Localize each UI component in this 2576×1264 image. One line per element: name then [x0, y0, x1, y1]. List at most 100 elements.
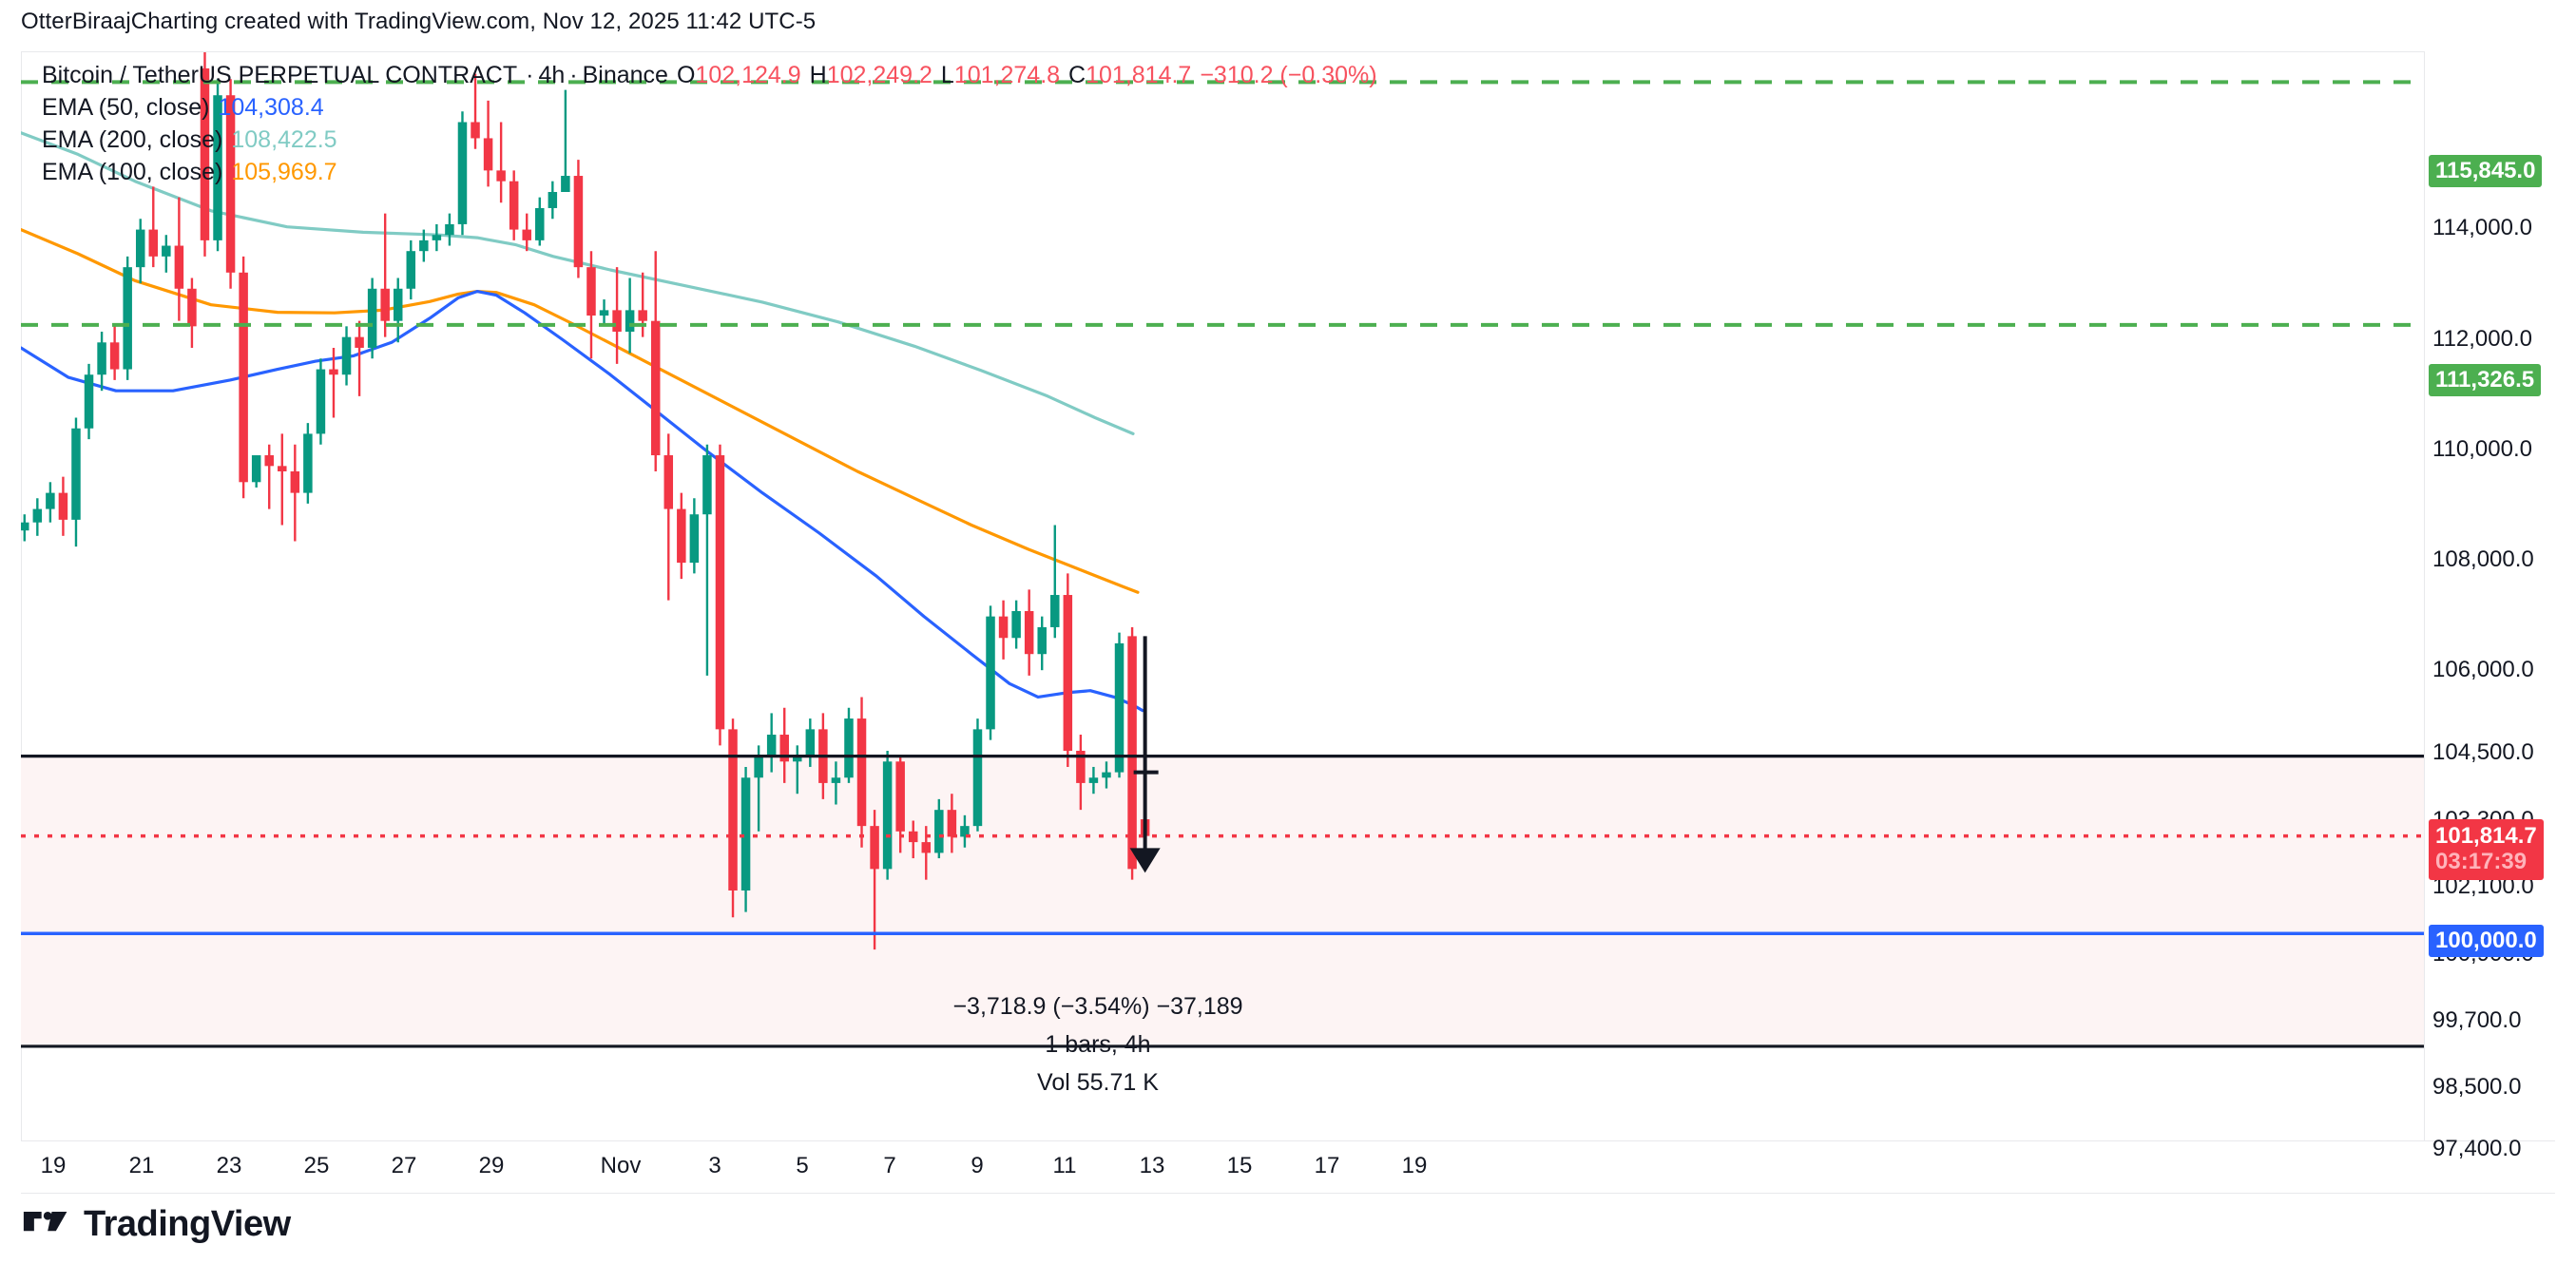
candle-body [882, 761, 893, 870]
candle-body [548, 191, 558, 208]
candle-body [58, 492, 68, 520]
candle-body [986, 616, 995, 730]
candle-body [457, 122, 468, 224]
symbol-name: Bitcoin / TetherUS PERPETUAL CONTRACT [42, 62, 518, 88]
candles-group [21, 52, 1150, 950]
candle-body [1024, 610, 1034, 655]
candle-body [290, 470, 300, 493]
price-tick: 114,000.0 [2432, 215, 2532, 240]
candle-body [1114, 642, 1125, 773]
candle-body [393, 288, 403, 321]
candle-body [612, 310, 622, 332]
high-value: 102,249.2 [826, 62, 932, 88]
price-tick: 99,700.0 [2432, 1007, 2522, 1033]
legend-symbol-row[interactable]: Bitcoin / TetherUS PERPETUAL CONTRACT · 4h… [42, 59, 1377, 91]
ema50-line [21, 290, 1144, 713]
support-zone-fill [21, 756, 2424, 1046]
candle-body [793, 756, 802, 762]
plot-area[interactable] [21, 52, 2424, 1092]
price-tick: 108,000.0 [2432, 546, 2534, 572]
candle-body [174, 245, 184, 289]
candle-body [934, 810, 944, 853]
candle-body [870, 826, 879, 870]
candle-body [998, 616, 1009, 639]
candle-body [522, 229, 531, 240]
candle-body [960, 826, 970, 837]
price-badge-green[interactable]: 115,845.0 [2429, 155, 2543, 187]
measurement-arrow [1129, 636, 1161, 873]
candle-body [1063, 595, 1073, 751]
candle-body [21, 522, 29, 531]
legend-ema50-row[interactable]: EMA (50, close) 104,308.4 [42, 91, 1377, 124]
price-badge-blue[interactable]: 100,000.0 [2429, 925, 2544, 957]
candle-body [303, 433, 313, 493]
price-badge-value: 115,845.0 [2435, 158, 2536, 183]
candle-body [97, 342, 106, 375]
legend-separator-2: · [569, 62, 578, 88]
price-tick: 104,500.0 [2432, 739, 2534, 765]
candle-body [135, 229, 145, 268]
candle-body [1050, 595, 1060, 627]
candle-body [123, 267, 132, 370]
candle-body [84, 374, 94, 429]
close-value: 101,814.7 [1086, 62, 1192, 88]
time-tick: 29 [478, 1153, 505, 1178]
time-tick: 7 [883, 1153, 896, 1178]
tradingview-logo: TradingView [21, 1199, 291, 1249]
candle-body [1076, 750, 1086, 783]
price-badge-red[interactable]: 101,814.7 03:17:39 [2429, 819, 2544, 880]
countdown-timer: 03:17:39 [2435, 848, 2528, 874]
candle-body [702, 455, 712, 515]
measure-volume-label: Vol 55.71 K [1037, 1069, 1159, 1096]
price-badge-value: 100,000.0 [2435, 928, 2537, 953]
price-badge-value: 101,814.7 [2435, 823, 2537, 849]
candle-body [663, 455, 674, 509]
candle-body [689, 514, 700, 564]
ema200-name: EMA (200, close) [42, 126, 223, 153]
ema100-line [21, 228, 1140, 594]
time-tick: 9 [971, 1153, 984, 1178]
time-axis[interactable]: 19 21 23 25 27 29 Nov 3 5 7 9 11 13 15 17 19 [21, 1140, 2555, 1194]
time-tick: 13 [1139, 1153, 1165, 1178]
legend-ema200-row[interactable]: EMA (200, close) 108,422.5 [42, 124, 1377, 156]
candle-body [586, 267, 596, 316]
candle-body [779, 735, 789, 762]
chart-legend: Bitcoin / TetherUS PERPETUAL CONTRACT · 4h… [42, 59, 1377, 188]
exchange-label: Binance [582, 62, 668, 88]
candle-body [445, 223, 454, 236]
price-tick: 97,400.0 [2432, 1136, 2522, 1161]
interval-label: 4h [538, 62, 566, 88]
time-tick: 17 [1314, 1153, 1340, 1178]
price-axis[interactable]: 114,000.0 112,000.0 110,000.0 108,000.0 106,… [2424, 51, 2555, 1161]
time-tick: 15 [1226, 1153, 1253, 1178]
candle-body [1088, 777, 1099, 783]
time-tick: 5 [796, 1153, 809, 1178]
candle-body [625, 310, 635, 332]
low-value: 101,274.8 [953, 62, 1061, 88]
candle-body [754, 756, 763, 778]
time-tick: 3 [708, 1153, 721, 1178]
time-tick: 19 [1401, 1153, 1428, 1178]
time-tick: 21 [128, 1153, 155, 1178]
credit-line: OtterBiraajCharting created with Trading… [21, 9, 817, 34]
candle-body [831, 777, 841, 783]
low-label: L [940, 62, 954, 88]
ema50-name: EMA (50, close) [42, 94, 210, 121]
candle-body [844, 718, 854, 778]
candle-body [895, 761, 905, 832]
candle-body [638, 310, 647, 321]
price-tick: 112,000.0 [2432, 326, 2532, 352]
candle-body [46, 492, 55, 509]
candle-body [109, 342, 120, 370]
legend-ema100-row[interactable]: EMA (100, close) 105,969.7 [42, 156, 1377, 188]
candle-body [239, 272, 248, 483]
candle-body [509, 181, 519, 230]
candle-body [162, 245, 171, 257]
candle-body [805, 729, 816, 756]
change-value: −310.2 (−0.30%) [1200, 62, 1377, 88]
candle-body [573, 176, 584, 268]
price-badge-green[interactable]: 111,326.5 [2429, 364, 2542, 396]
ema50-value: 104,308.4 [218, 94, 324, 121]
candle-body [471, 122, 480, 139]
candle-body [32, 508, 43, 523]
